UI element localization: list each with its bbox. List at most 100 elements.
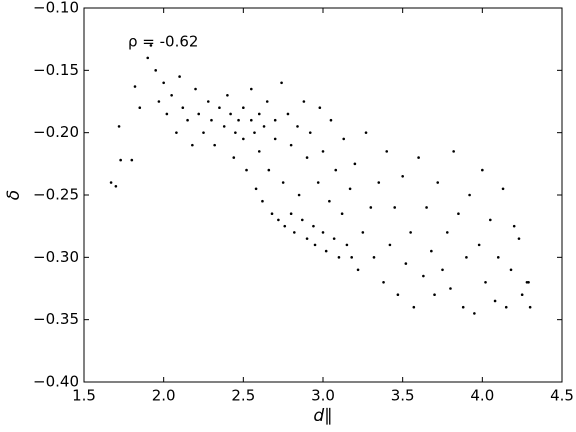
y-tick-label: −0.25 [33,186,79,204]
scatter-point [334,168,338,172]
scatter-point [119,158,122,162]
scatter-point [257,112,261,116]
plot-frame [83,7,563,383]
y-tick-label: −0.15 [33,61,79,79]
scatter-point [345,243,349,247]
scatter-point [202,131,205,134]
y-tick-label: −0.30 [33,248,79,266]
scatter-point [242,137,245,141]
scatter-point [445,231,449,234]
scatter-point [305,156,309,159]
scatter-point [257,150,261,153]
scatter-point [270,212,274,215]
scatter-point [178,75,181,78]
scatter-point [253,131,256,134]
scatter-point [484,280,487,284]
scatter-point [316,181,320,184]
scatter-point [297,193,301,197]
scatter-point [157,100,161,103]
scatter-point [283,224,287,228]
scatter-point [210,118,213,122]
scatter-point [277,218,280,222]
scatter-point [457,212,460,215]
scatter-point [409,231,412,234]
scatter-point [468,193,471,197]
scatter-point [206,100,210,103]
scatter-point [512,224,516,228]
scatter-point [273,118,277,122]
scatter-point [289,212,293,215]
scatter-point [130,158,134,162]
scatter-point [493,299,497,303]
scatter-point [321,231,325,234]
scatter-point [473,312,476,315]
scatter-point [318,106,322,110]
scatter-point [300,218,304,222]
scatter-point [114,184,118,188]
scatter-point [509,268,513,272]
scatter-point [170,93,173,97]
scatter-point [465,256,468,259]
scatter-point [417,156,420,159]
scatter-point [369,206,373,209]
scatter-point [337,256,341,259]
scatter-point [213,143,216,147]
scatter-point [250,87,253,91]
scatter-point [401,175,404,178]
scatter-point [250,118,253,122]
scatter-point [385,150,389,153]
scatter-point [342,137,346,141]
scatter-point [496,256,500,259]
scatter-point [489,218,492,222]
x-tick-label: 4.0 [470,387,494,405]
scatter-point [162,81,165,85]
scatter-point [133,85,137,88]
scatter-point [312,224,315,228]
scatter-point [280,81,283,85]
scatter-point [237,118,240,122]
scatter-point [425,206,428,209]
scatter-point [254,187,258,191]
scatter-point [197,112,201,116]
scatter-point [194,87,197,91]
scatter-point [186,118,189,122]
scatter-point [449,287,452,290]
y-tick-label: −0.40 [33,373,79,391]
scatter-point [273,137,277,141]
scatter-point [517,237,521,240]
scatter-point [293,231,296,234]
scatter-point [481,168,484,172]
scatter-point [332,237,336,240]
scatter-point [242,106,245,110]
x-tick-label: 1.5 [72,387,96,405]
scatter-point [191,143,194,147]
scatter-point [528,305,532,309]
scatter-point [296,125,299,128]
scatter-point [146,56,150,60]
scatter-point [218,106,221,110]
y-tick-label: −0.35 [33,310,79,328]
scatter-point [382,280,385,284]
y-tick-label: −0.10 [33,0,79,17]
scatter-point [305,237,309,240]
scatter-point [265,100,269,103]
scatter-point [477,243,481,247]
scatter-point [353,162,357,166]
scatter-point [452,150,455,153]
scatter-point [436,181,440,184]
scatter-point [396,293,400,297]
scatter-point [226,93,229,97]
scatter-point [149,44,153,47]
scatter-point [324,249,328,253]
x-tick-label: 4.5 [550,387,574,405]
scatter-point [504,305,508,309]
scatter-point [377,181,381,184]
scatter-point [393,206,397,209]
scatter-point [388,243,392,247]
x-tick-label: 2.0 [152,387,176,405]
scatter-point [109,181,113,184]
scatter-point [328,199,331,203]
scatter-point [329,118,333,122]
scatter-point [175,131,178,134]
